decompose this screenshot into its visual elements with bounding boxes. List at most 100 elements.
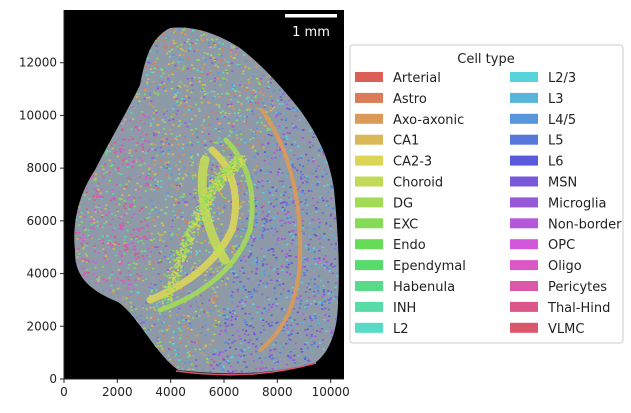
legend-label: Non-border: [548, 217, 622, 232]
legend-label: OPC: [548, 238, 575, 253]
legend-label: Endo: [393, 238, 426, 253]
x-ticks: 0 2000 4000 6000 8000 10000: [60, 379, 350, 399]
legend-item: Axo-axonic: [355, 113, 464, 128]
x-tick-label: 2000: [102, 385, 133, 399]
legend-item: Choroid: [355, 176, 443, 191]
legend-item: OPC: [510, 238, 575, 253]
legend-item: DG: [355, 196, 413, 211]
legend-swatch: [355, 260, 383, 271]
legend-item: Pericytes: [510, 280, 607, 295]
legend-item: VLMC: [510, 322, 584, 337]
legend-entries: Arterial Astro Axo-axonic CA1 CA2-3 Choroid DG…: [355, 71, 622, 337]
legend-item: Thal-Hind: [510, 301, 610, 316]
legend-item: Non-border: [510, 217, 622, 232]
legend-swatch: [355, 176, 383, 187]
legend-label: CA2-3: [393, 155, 432, 170]
legend-item: L2/3: [510, 71, 576, 86]
legend-item: Oligo: [510, 259, 582, 274]
legend-label: Thal-Hind: [547, 301, 610, 316]
legend-swatch: [510, 113, 538, 124]
y-tick-label: 4000: [26, 267, 57, 281]
y-tick-label: 2000: [26, 319, 57, 333]
legend-item: Astro: [355, 92, 427, 107]
legend-swatch: [355, 113, 383, 124]
legend-swatch: [355, 72, 383, 82]
legend-swatch: [510, 322, 538, 333]
legend-label: Arterial: [393, 71, 441, 86]
scale-bar-label: 1 mm: [292, 25, 330, 40]
legend-item: CA1: [355, 134, 419, 149]
legend-item: Endo: [355, 238, 426, 253]
x-tick-label: 6000: [209, 385, 240, 399]
legend-item: Microglia: [510, 196, 606, 211]
legend-swatch: [355, 281, 383, 291]
legend-swatch: [510, 176, 538, 187]
legend-label: Axo-axonic: [393, 113, 464, 128]
legend-label: L6: [548, 155, 564, 170]
legend-swatch: [510, 72, 538, 82]
legend-label: INH: [393, 301, 416, 316]
legend-item: Ependymal: [355, 259, 466, 274]
legend-swatch: [510, 197, 538, 208]
legend-swatch: [355, 197, 383, 208]
legend-item: EXC: [355, 217, 418, 232]
x-tick-label: 10000: [312, 385, 350, 399]
x-tick-label: 0: [60, 385, 68, 399]
legend-label: L5: [548, 134, 564, 149]
legend-swatch: [355, 218, 383, 229]
legend-swatch: [355, 239, 383, 250]
scale-bar-line: [285, 14, 337, 18]
legend-swatch: [355, 322, 383, 333]
legend-label: L4/5: [548, 113, 576, 128]
legend-title: Cell type: [457, 52, 514, 67]
legend-label: VLMC: [548, 322, 584, 337]
legend-label: MSN: [548, 176, 577, 191]
legend-swatch: [510, 218, 538, 229]
y-tick-label: 0: [49, 372, 57, 386]
legend-label: Habenula: [393, 280, 455, 295]
y-tick-label: 10000: [19, 108, 57, 122]
legend-swatch: [355, 155, 383, 166]
legend-label: CA1: [393, 134, 419, 149]
x-tick-label: 4000: [155, 385, 186, 399]
legend-label: EXC: [393, 217, 418, 232]
legend-item: L5: [510, 134, 564, 149]
y-tick-label: 12000: [19, 56, 57, 70]
legend-swatch: [355, 92, 383, 103]
legend-swatch: [355, 301, 383, 312]
legend-swatch: [510, 134, 538, 145]
legend-label: Microglia: [548, 196, 606, 211]
x-tick-label: 8000: [262, 385, 293, 399]
legend-item: Habenula: [355, 280, 455, 295]
legend-swatch: [510, 92, 538, 103]
y-ticks: 0 2000 4000 6000 8000 10000 12000: [19, 56, 64, 386]
legend-label: L2/3: [548, 71, 576, 86]
legend-label: L3: [548, 92, 564, 107]
legend-label: DG: [393, 196, 413, 211]
legend-label: Astro: [393, 92, 427, 107]
legend-item: Arterial: [355, 71, 441, 86]
legend: Cell type Arterial Astro Axo-axonic CA1 CA2-…: [349, 44, 624, 344]
y-tick-label: 6000: [26, 214, 57, 228]
legend-swatch: [510, 281, 538, 291]
legend-item: INH: [355, 301, 416, 316]
legend-item: CA2-3: [355, 155, 432, 170]
meninges-edge: [175, 362, 317, 376]
legend-frame: [349, 44, 624, 344]
legend-item: L2: [355, 322, 409, 337]
legend-item: L6: [510, 155, 564, 170]
scale-bar: 1 mm: [285, 14, 337, 40]
legend-label: Oligo: [548, 259, 582, 274]
legend-swatch: [510, 155, 538, 166]
legend-item: MSN: [510, 176, 577, 191]
legend-label: Pericytes: [548, 280, 607, 295]
legend-swatch: [510, 260, 538, 271]
legend-item: L4/5: [510, 113, 576, 128]
legend-swatch: [355, 134, 383, 145]
legend-swatch: [510, 239, 538, 250]
legend-item: L3: [510, 92, 564, 107]
y-tick-label: 8000: [26, 161, 57, 175]
legend-swatch: [510, 301, 538, 312]
legend-label: Ependymal: [393, 259, 466, 274]
